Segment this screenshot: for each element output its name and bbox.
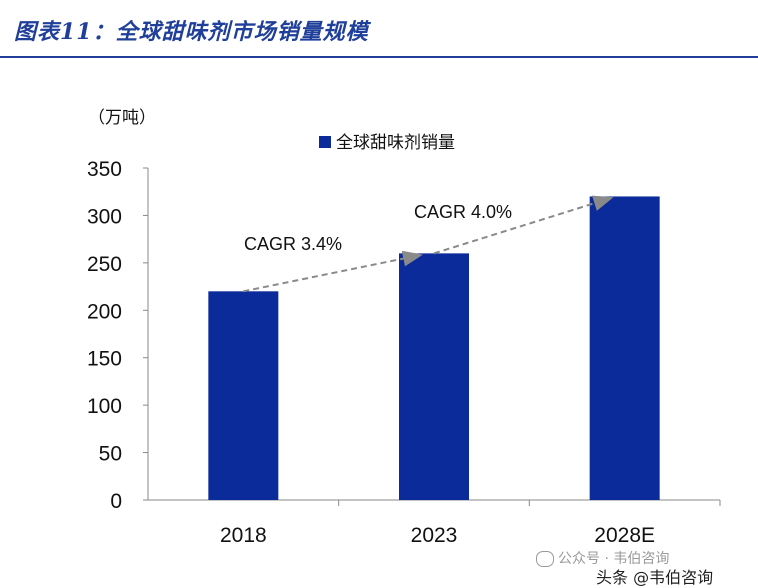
y-tick-label: 350 [87, 158, 122, 181]
cagr-arrow-2 [433, 195, 614, 255]
y-tick-label: 100 [87, 395, 122, 418]
cagr-label-1: CAGR 3.4% [244, 234, 342, 254]
y-tick-label: 200 [87, 300, 122, 323]
bar-2028E [589, 196, 660, 500]
legend-label: 全球甜味剂销量 [336, 133, 455, 153]
x-tick-label: 2023 [411, 524, 458, 547]
bar-2018 [208, 291, 279, 500]
toutiao-watermark: 头条 @韦伯咨询 [594, 564, 716, 588]
y-tick-label: 250 [87, 253, 122, 276]
watermark: 公众号 · 韦伯咨询 头条 @韦伯咨询 [526, 540, 758, 588]
bar-2023 [399, 253, 469, 500]
wechat-watermark-text: 公众号 · 韦伯咨询 [558, 551, 670, 567]
y-tick-label: 150 [87, 348, 122, 371]
x-tick-label: 2018 [220, 524, 267, 547]
y-tick-label: 50 [99, 443, 122, 466]
cagr-arrow-1 [243, 250, 423, 293]
y-tick-label: 0 [110, 490, 122, 513]
x-tick-label: 2028E [594, 524, 655, 547]
y-unit-label: （万吨） [88, 108, 156, 128]
title-divider [0, 56, 758, 58]
chart-header: 图表11：全球甜味剂市场销量规模 [0, 0, 758, 58]
cagr-label-2: CAGR 4.0% [414, 202, 512, 222]
y-tick-label: 300 [87, 205, 122, 228]
figure-title: 图表11：全球甜味剂市场销量规模 [14, 19, 369, 45]
wechat-watermark: 公众号 · 韦伯咨询 [536, 548, 669, 568]
legend-swatch [319, 136, 331, 148]
wechat-icon [536, 551, 554, 567]
